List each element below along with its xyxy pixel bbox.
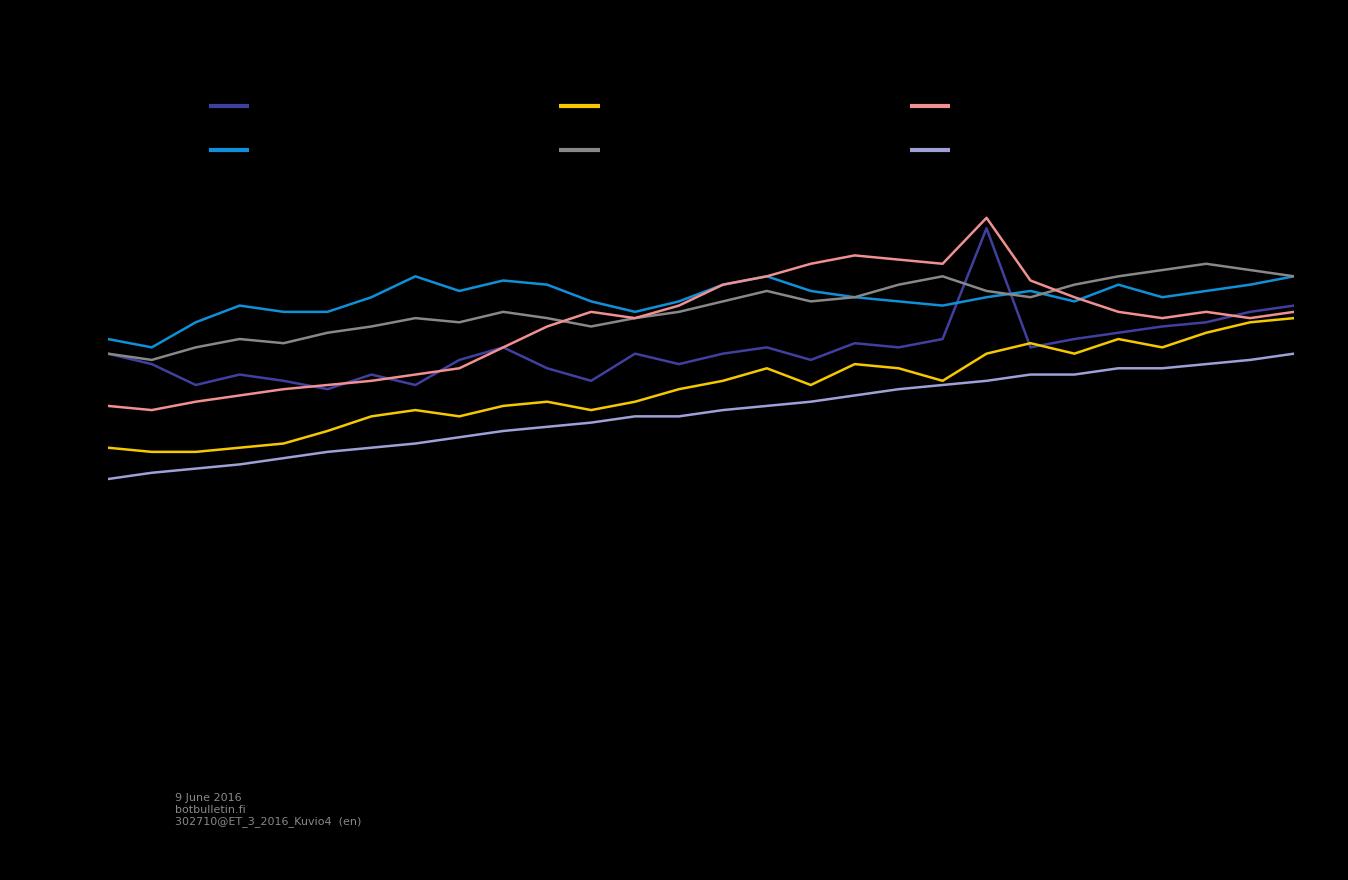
Text: 9 June 2016
botbulletin.fi
302710@ET_3_2016_Kuvio4  (en): 9 June 2016 botbulletin.fi 302710@ET_3_2… bbox=[175, 793, 361, 827]
